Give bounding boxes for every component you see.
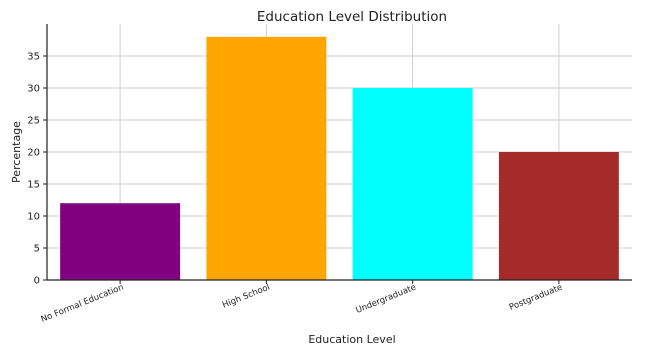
y-tick-label: 25 — [27, 116, 40, 127]
bar-undergraduate — [352, 88, 473, 280]
x-tick-label: Undergraduate — [354, 283, 417, 316]
y-tick-label: 15 — [27, 180, 40, 191]
chart-title: Education Level Distribution — [257, 9, 447, 25]
x-tick-label: No Formal Education — [40, 283, 126, 325]
x-tick-label: High School — [221, 283, 272, 311]
y-tick-label: 0 — [34, 276, 40, 287]
bar-no-formal-education — [60, 203, 181, 280]
bar-postgraduate — [498, 152, 619, 280]
axes-layer — [43, 24, 632, 284]
y-tick-label: 5 — [34, 244, 40, 255]
x-tick-label: Postgraduate — [508, 283, 564, 313]
bars-layer — [60, 36, 619, 280]
y-tick-label: 20 — [27, 148, 40, 159]
y-axis-label: Percentage — [10, 121, 23, 183]
x-tick-labels: No Formal Education High School Undergradu… — [40, 283, 564, 325]
x-axis-label: Education Level — [308, 333, 395, 346]
bar-high-school — [206, 36, 327, 280]
y-tick-label: 35 — [27, 52, 40, 63]
y-tick-label: 10 — [27, 212, 40, 223]
y-tick-label: 30 — [27, 84, 40, 95]
y-tick-labels: 0 5 10 15 20 25 30 35 — [27, 52, 40, 287]
